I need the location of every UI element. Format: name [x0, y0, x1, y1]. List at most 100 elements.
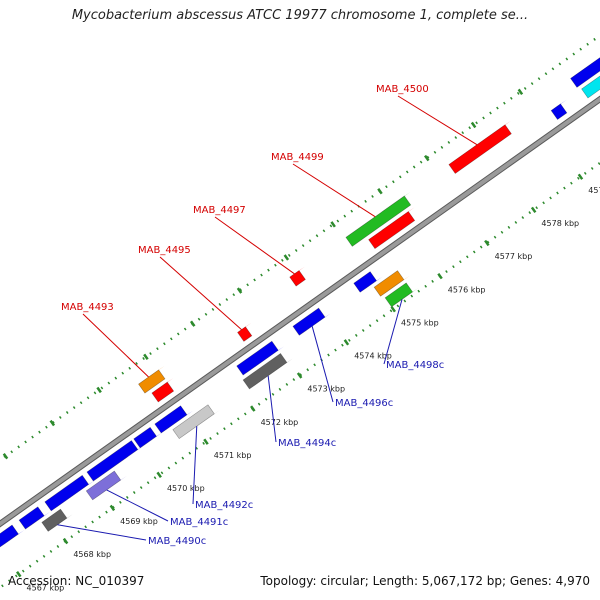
label-leader — [192, 426, 198, 505]
major-tick — [577, 173, 584, 180]
gene-feature[interactable] — [172, 404, 215, 440]
gene-feature[interactable] — [41, 508, 68, 532]
gene-label[interactable]: MAB_4498c — [386, 360, 444, 371]
major-tick — [283, 254, 290, 261]
tick-label: 4567 kbp — [27, 583, 65, 592]
gene-feature[interactable] — [384, 282, 413, 308]
reverse-ruler — [0, 161, 600, 590]
gene-label[interactable]: MAB_4492c — [195, 500, 253, 511]
major-tick — [16, 571, 22, 578]
major-tick — [470, 121, 477, 129]
major-tick — [390, 306, 396, 313]
gene-label[interactable]: MAB_4495 — [138, 245, 191, 256]
major-tick — [530, 206, 537, 214]
gene-feature[interactable] — [18, 506, 45, 530]
gene-feature[interactable] — [154, 405, 188, 434]
map-title: Mycobacterium abscessus ATCC 19977 chrom… — [71, 8, 529, 23]
tick-label: 4568 kbp — [73, 550, 111, 559]
tick-label: 4571 kbp — [214, 451, 252, 460]
gene-feature[interactable] — [581, 66, 600, 99]
feature-bevel — [161, 410, 193, 433]
gene-feature[interactable] — [373, 270, 405, 297]
major-tick — [330, 221, 336, 228]
tick-label: 4575 kbp — [401, 318, 439, 327]
tick-label: 4579 kbp — [588, 186, 600, 195]
feature-bevel — [179, 409, 221, 439]
major-tick — [424, 154, 430, 162]
gene-feature[interactable] — [237, 326, 253, 342]
gene-feature[interactable] — [138, 369, 166, 394]
gene-label[interactable]: MAB_4499 — [271, 152, 324, 163]
feature-bevel — [243, 346, 285, 376]
gene-feature[interactable] — [289, 270, 306, 287]
label-leader — [106, 489, 169, 522]
feature-bevel — [249, 358, 293, 389]
major-tick — [203, 438, 209, 445]
feature-bevel — [48, 514, 73, 532]
feature-bevel — [360, 276, 383, 293]
tick-label: 4570 kbp — [167, 484, 205, 493]
major-tick — [236, 287, 243, 294]
gene-label[interactable]: MAB_4500 — [376, 84, 429, 95]
feature-bevel — [93, 445, 144, 482]
gene-feature[interactable] — [44, 474, 90, 512]
gene-label[interactable]: MAB_4497 — [193, 205, 246, 216]
major-tick — [377, 188, 383, 195]
gene-label[interactable]: MAB_4491c — [170, 517, 228, 528]
major-tick — [517, 88, 524, 96]
gene-feature[interactable] — [368, 211, 416, 250]
major-tick — [62, 537, 69, 545]
major-tick — [143, 353, 149, 360]
label-leader — [383, 299, 403, 365]
major-tick — [250, 405, 256, 412]
feature-bevel — [380, 275, 410, 297]
label-leader — [267, 375, 277, 443]
major-tick — [189, 320, 196, 327]
gene-feature[interactable] — [345, 195, 412, 247]
tick-label: 4573 kbp — [307, 385, 345, 394]
gene-feature[interactable] — [353, 271, 377, 293]
gene-label[interactable]: MAB_4493 — [61, 302, 114, 313]
gene-feature[interactable] — [550, 103, 568, 120]
gene-feature[interactable] — [0, 524, 19, 548]
feature-bevel — [299, 313, 332, 336]
genome-stats-text: Topology: circular; Length: 5,067,172 bp… — [260, 574, 590, 588]
major-tick — [96, 386, 102, 394]
feature-bevel — [391, 287, 419, 307]
gene-feature[interactable] — [86, 440, 139, 482]
gene-feature[interactable] — [85, 470, 122, 501]
tick-label: 4572 kbp — [261, 418, 299, 427]
gene-feature[interactable] — [242, 353, 288, 390]
major-tick — [156, 471, 162, 479]
tick-label: 4569 kbp — [120, 517, 158, 526]
gene-feature[interactable] — [151, 381, 175, 403]
gene-label[interactable]: MAB_4494c — [278, 438, 336, 449]
major-tick — [343, 339, 350, 346]
gene-feature[interactable] — [292, 307, 326, 336]
tick-label: 4577 kbp — [495, 252, 533, 261]
tick-label: 4574 kbp — [354, 352, 392, 361]
label-leader — [311, 326, 334, 403]
gene-label[interactable]: MAB_4490c — [148, 536, 206, 547]
major-tick — [437, 272, 443, 280]
label-leader — [397, 95, 478, 146]
label-leader — [292, 163, 376, 218]
tick-label: 4578 kbp — [541, 219, 579, 228]
feature-bevel — [51, 480, 95, 511]
label-leader — [214, 216, 295, 275]
major-tick — [49, 419, 56, 427]
label-leader — [159, 256, 242, 330]
feature-bevel — [25, 511, 51, 530]
major-tick — [109, 504, 116, 512]
backbone — [0, 96, 600, 527]
gene-label[interactable]: MAB_4496c — [335, 398, 393, 409]
gene-feature[interactable] — [570, 54, 600, 88]
gene-feature[interactable] — [236, 340, 279, 376]
label-leader — [82, 313, 149, 378]
major-tick — [2, 453, 9, 460]
gene-feature[interactable] — [448, 124, 512, 174]
major-tick — [296, 372, 303, 379]
gene-feature[interactable] — [133, 426, 157, 449]
forward-ruler — [0, 33, 600, 462]
